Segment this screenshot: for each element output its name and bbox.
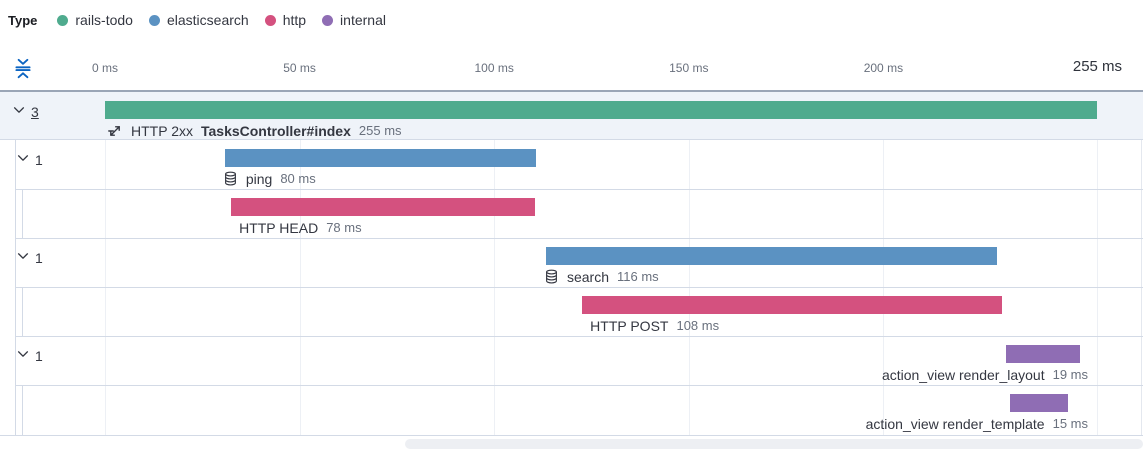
legend-item-elasticsearch[interactable]: elasticsearch [148, 12, 249, 28]
span-label: ping 80 ms [223, 169, 316, 188]
span-duration: 116 ms [616, 269, 659, 284]
toggle-children-button[interactable]: 3 [12, 103, 39, 120]
legend-title: Type [8, 12, 38, 28]
span-bar[interactable] [545, 247, 998, 265]
span-bar[interactable] [582, 296, 1003, 314]
indent-guide [22, 287, 23, 336]
gridline [494, 90, 496, 436]
plot-right-edge [1141, 90, 1142, 436]
toggle-children-button[interactable]: 1 [16, 151, 43, 168]
span-label: action_view render_template 15 ms [865, 415, 1088, 432]
span-duration: 78 ms [326, 220, 362, 235]
gridline [105, 90, 106, 436]
merge-icon [107, 123, 123, 139]
row-divider [15, 287, 1143, 288]
collapse-all-button[interactable] [11, 57, 35, 81]
span-duration: 19 ms [1052, 367, 1088, 382]
gridline [1097, 90, 1099, 436]
chevron-down-icon [16, 249, 30, 266]
legend-dot-icon [148, 14, 160, 26]
horizontal-scrollbar-thumb[interactable] [405, 439, 1143, 449]
axis-tick-label: 150 ms [669, 61, 709, 75]
span-label: HTTP POST 108 ms [590, 317, 720, 334]
span-bar[interactable] [1009, 394, 1069, 412]
legend-dot-icon [322, 14, 334, 26]
legend-item-rails-todo[interactable]: rails-todo [57, 12, 133, 28]
axis-tick-label: 200 ms [863, 61, 904, 75]
row-divider [0, 435, 1143, 436]
row-divider [15, 336, 1143, 337]
row-divider [15, 385, 1143, 386]
legend-item-internal[interactable]: internal [322, 12, 386, 28]
waterfall-row-transaction: 3 HTTP 2xx TasksController#index 255 ms [0, 90, 1143, 140]
chevron-down-icon [16, 151, 30, 168]
span-duration: 80 ms [280, 171, 316, 186]
span-bar[interactable] [224, 149, 537, 167]
indent-guide [15, 140, 16, 436]
axis-tick-label-total: 255 ms [1072, 58, 1123, 75]
transaction-label: HTTP 2xx TasksController#index 255 ms [107, 121, 402, 140]
gridline [299, 90, 301, 436]
waterfall-row-span: 1 ping 80 ms [0, 140, 1143, 189]
chevron-down-icon [16, 347, 30, 364]
span-duration: 108 ms [676, 318, 720, 333]
fold-icon [12, 58, 34, 82]
waterfall: 3 HTTP 2xx TasksController#index 255 ms [0, 90, 1143, 436]
waterfall-row-span: HTTP POST 108 ms [0, 287, 1143, 336]
database-icon [544, 269, 559, 284]
toggle-children-button[interactable]: 1 [16, 249, 43, 266]
transaction-bar[interactable] [105, 101, 1098, 119]
span-label: action_view render_layout 19 ms [881, 366, 1088, 383]
axis-tick-label: 0 ms [91, 61, 119, 75]
axis-tick-label: 100 ms [474, 61, 514, 75]
row-divider [15, 238, 1143, 239]
row-divider [15, 189, 1143, 190]
waterfall-row-span: 1 search 116 ms [0, 238, 1143, 287]
span-label: search 116 ms [544, 267, 659, 286]
span-duration: 255 ms [358, 123, 402, 138]
legend-dot-icon [57, 14, 69, 26]
toggle-children-button[interactable]: 1 [16, 347, 43, 364]
span-bar[interactable] [231, 198, 535, 216]
legend-dot-icon [264, 14, 276, 26]
legend: Type rails-todo elasticsearch http inter… [8, 9, 386, 31]
span-bar[interactable] [1005, 345, 1080, 363]
axis-tick-label: 50 ms [283, 61, 316, 75]
waterfall-row-span: 1 action_view render_layout 19 ms [0, 336, 1143, 385]
span-label: HTTP HEAD 78 ms [239, 219, 362, 236]
indent-guide [22, 189, 23, 238]
indent-guide [22, 385, 23, 436]
database-icon [223, 171, 238, 186]
waterfall-row-span: action_view render_template 15 ms [0, 385, 1143, 436]
legend-item-http[interactable]: http [264, 12, 306, 28]
waterfall-row-span: HTTP HEAD 78 ms [0, 189, 1143, 238]
span-duration: 15 ms [1052, 416, 1088, 431]
chevron-down-icon [12, 103, 26, 120]
